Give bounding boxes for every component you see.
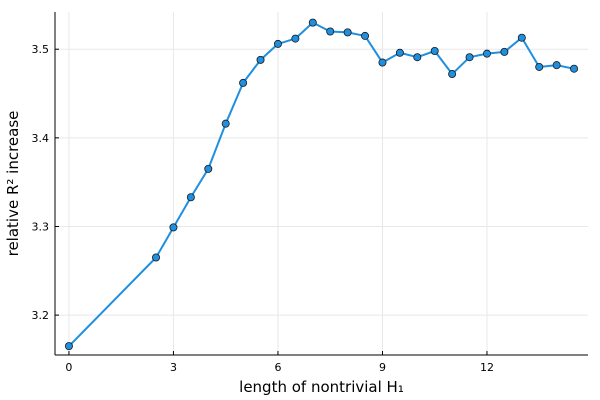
data-point [169, 223, 178, 232]
data-point [273, 39, 282, 48]
y-tick-label: 3.3 [32, 220, 50, 233]
data-point [500, 47, 509, 56]
data-point [448, 70, 457, 79]
data-point [465, 53, 474, 62]
series [64, 18, 579, 351]
y-axis-title: relative R² increase [4, 111, 22, 257]
data-point [517, 33, 526, 42]
data-point [186, 193, 195, 202]
data-point [326, 27, 335, 36]
y-tick-label: 3.5 [32, 43, 50, 56]
x-axis-title: length of nontrivial H₁ [239, 378, 404, 396]
data-point [430, 46, 439, 55]
data-point [343, 28, 352, 37]
data-point [256, 55, 265, 64]
x-tick-label: 6 [274, 361, 281, 374]
data-point [552, 61, 561, 70]
axes [54, 12, 588, 356]
data-point [152, 253, 161, 262]
data-point [239, 78, 248, 87]
grid [55, 12, 588, 355]
x-tick-label: 3 [170, 361, 177, 374]
data-point [291, 34, 300, 43]
data-point [361, 31, 370, 40]
data-point [413, 53, 422, 62]
data-point [378, 58, 387, 67]
data-point [64, 342, 73, 351]
data-point [221, 119, 230, 128]
data-point [482, 49, 491, 58]
x-tick-label: 12 [480, 361, 494, 374]
series-line [68, 21, 575, 347]
data-point [535, 62, 544, 71]
x-tick-label: 0 [65, 361, 72, 374]
y-tick-label: 3.4 [32, 132, 50, 145]
data-point [570, 64, 579, 73]
data-point [395, 48, 404, 57]
ticks: 0 3 6 9 12 3.2 3.3 3.4 3.5 [32, 43, 494, 374]
data-point [308, 18, 317, 27]
x-tick-label: 9 [379, 361, 386, 374]
y-tick-label: 3.2 [32, 309, 50, 322]
data-point [204, 164, 213, 173]
